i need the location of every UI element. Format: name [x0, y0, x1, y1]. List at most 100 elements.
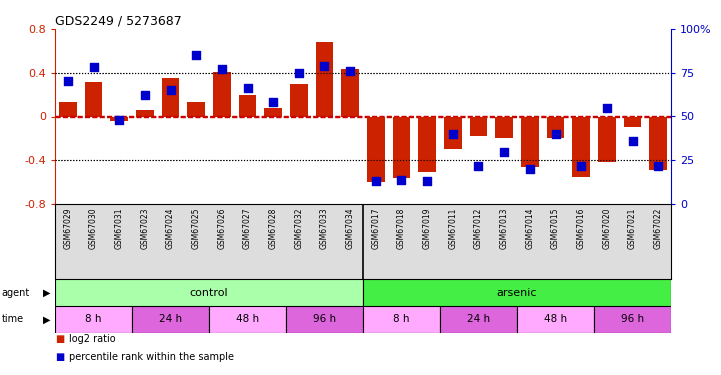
Point — [216, 66, 228, 72]
Text: GSM67011: GSM67011 — [448, 208, 457, 249]
Text: GSM67017: GSM67017 — [371, 208, 381, 249]
Text: percentile rank within the sample: percentile rank within the sample — [69, 352, 234, 362]
Text: ■: ■ — [55, 352, 64, 362]
Bar — [162, 78, 180, 117]
Bar — [594, 306, 671, 333]
Bar — [521, 117, 539, 167]
Text: GSM67022: GSM67022 — [654, 208, 663, 249]
Point — [242, 86, 253, 92]
Text: GSM67029: GSM67029 — [63, 208, 72, 249]
Point — [627, 138, 638, 144]
Point — [473, 162, 485, 168]
Text: 24 h: 24 h — [467, 315, 490, 324]
Point — [267, 99, 279, 105]
Bar — [84, 81, 102, 117]
Point — [190, 52, 202, 58]
Text: arsenic: arsenic — [497, 288, 537, 297]
Text: GSM67032: GSM67032 — [294, 208, 304, 249]
Text: time: time — [1, 315, 24, 324]
Bar — [136, 110, 154, 117]
Text: GSM67012: GSM67012 — [474, 208, 483, 249]
Point — [88, 64, 99, 70]
Bar — [517, 306, 594, 333]
Text: agent: agent — [1, 288, 30, 297]
Text: 48 h: 48 h — [544, 315, 567, 324]
Bar — [209, 306, 286, 333]
Bar — [572, 117, 590, 177]
Text: GSM67026: GSM67026 — [217, 208, 226, 249]
Point — [575, 162, 587, 168]
Bar — [444, 117, 462, 149]
Bar — [624, 117, 642, 128]
Point — [293, 70, 304, 76]
Point — [653, 162, 664, 168]
Text: GSM67016: GSM67016 — [577, 208, 585, 249]
Point — [370, 178, 381, 184]
Text: GSM67019: GSM67019 — [423, 208, 432, 249]
Point — [62, 78, 74, 84]
Bar — [392, 117, 410, 178]
Text: ▶: ▶ — [43, 288, 50, 297]
Text: control: control — [190, 288, 229, 297]
Point — [447, 131, 459, 137]
Point — [498, 148, 510, 154]
Text: 96 h: 96 h — [621, 315, 644, 324]
Text: GSM67028: GSM67028 — [269, 208, 278, 249]
Point — [396, 177, 407, 183]
Text: GSM67023: GSM67023 — [141, 208, 149, 249]
Text: GSM67014: GSM67014 — [526, 208, 534, 249]
Text: GSM67024: GSM67024 — [166, 208, 175, 249]
Text: GSM67027: GSM67027 — [243, 208, 252, 249]
Bar — [110, 117, 128, 121]
Bar — [239, 94, 257, 117]
Point — [549, 131, 561, 137]
Text: GSM67033: GSM67033 — [320, 208, 329, 249]
Bar — [290, 84, 308, 117]
Point — [139, 93, 151, 99]
Text: GSM67020: GSM67020 — [602, 208, 611, 249]
Text: log2 ratio: log2 ratio — [69, 334, 115, 344]
Bar — [341, 69, 359, 117]
Point — [319, 63, 330, 69]
Bar — [363, 279, 671, 306]
Bar — [213, 72, 231, 117]
Bar — [440, 306, 517, 333]
Bar — [55, 279, 363, 306]
Text: GSM67021: GSM67021 — [628, 208, 637, 249]
Bar — [469, 117, 487, 136]
Point — [345, 68, 356, 74]
Point — [164, 87, 176, 93]
Text: GSM67025: GSM67025 — [192, 208, 200, 249]
Point — [524, 166, 536, 172]
Bar — [59, 102, 77, 117]
Text: 48 h: 48 h — [236, 315, 259, 324]
Bar — [363, 306, 440, 333]
Bar — [495, 117, 513, 138]
Point — [113, 117, 125, 123]
Text: GSM67013: GSM67013 — [500, 208, 509, 249]
Bar — [286, 306, 363, 333]
Bar — [55, 306, 132, 333]
Bar — [264, 108, 282, 117]
Text: GSM67030: GSM67030 — [89, 208, 98, 249]
Text: GSM67031: GSM67031 — [115, 208, 124, 249]
Text: 24 h: 24 h — [159, 315, 182, 324]
Bar — [316, 42, 334, 117]
Bar — [649, 117, 667, 170]
Text: ▶: ▶ — [43, 315, 50, 324]
Bar — [132, 306, 209, 333]
Bar — [547, 117, 565, 138]
Bar — [187, 102, 205, 117]
Point — [421, 178, 433, 184]
Text: 8 h: 8 h — [393, 315, 410, 324]
Text: ■: ■ — [55, 334, 64, 344]
Text: 8 h: 8 h — [85, 315, 102, 324]
Point — [601, 105, 613, 111]
Text: 96 h: 96 h — [313, 315, 336, 324]
Text: GSM67015: GSM67015 — [551, 208, 560, 249]
Bar — [418, 117, 436, 172]
Text: GSM67034: GSM67034 — [345, 208, 355, 249]
Bar — [367, 117, 385, 182]
Text: GDS2249 / 5273687: GDS2249 / 5273687 — [55, 14, 182, 27]
Text: GSM67018: GSM67018 — [397, 208, 406, 249]
